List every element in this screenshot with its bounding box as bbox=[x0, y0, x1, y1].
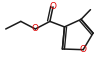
Text: O: O bbox=[32, 24, 39, 33]
Text: O: O bbox=[50, 2, 57, 11]
Text: O: O bbox=[80, 45, 87, 54]
